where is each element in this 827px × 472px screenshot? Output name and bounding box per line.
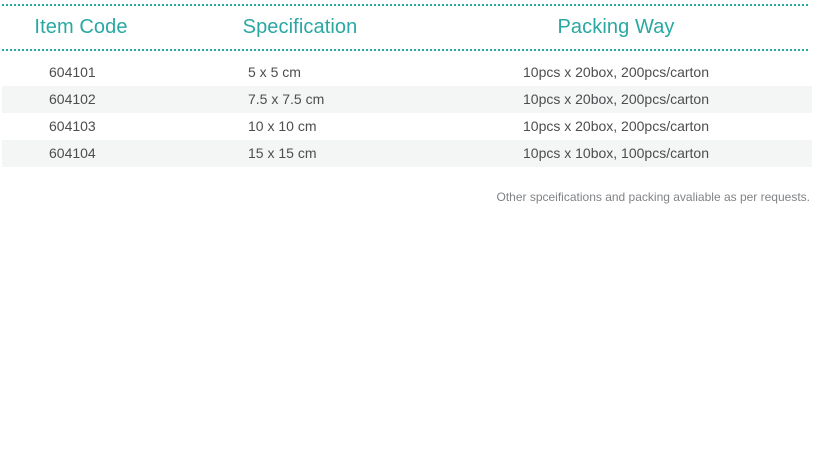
top-dotted-divider <box>2 4 810 6</box>
table-row: 604104 15 x 15 cm 10pcs x 10box, 100pcs/… <box>2 140 812 167</box>
column-header-packing-way: Packing Way <box>557 16 675 38</box>
table-body: 604101 5 x 5 cm 10pcs x 20box, 200pcs/ca… <box>2 59 812 167</box>
packing-way-cell: 10pcs x 20box, 200pcs/carton <box>523 118 710 134</box>
column-header-item-code: Item Code <box>34 16 128 38</box>
table-row: 604103 10 x 10 cm 10pcs x 20box, 200pcs/… <box>2 113 812 140</box>
footnote: Other spceifications and packing avaliab… <box>496 190 810 204</box>
specification-cell: 15 x 15 cm <box>248 145 317 161</box>
table-row: 604102 7.5 x 7.5 cm 10pcs x 20box, 200pc… <box>2 86 812 113</box>
item-code-cell: 604101 <box>49 64 96 80</box>
table-row: 604101 5 x 5 cm 10pcs x 20box, 200pcs/ca… <box>2 59 812 86</box>
specification-cell: 10 x 10 cm <box>248 118 317 134</box>
item-code-cell: 604102 <box>49 91 96 107</box>
item-code-cell: 604103 <box>49 118 96 134</box>
table-header-row: Item Code Specification Packing Way <box>2 6 812 49</box>
specification-cell: 7.5 x 7.5 cm <box>248 91 325 107</box>
header-dotted-divider <box>2 49 810 51</box>
item-code-cell: 604104 <box>49 145 96 161</box>
specification-cell: 5 x 5 cm <box>248 64 301 80</box>
packing-way-cell: 10pcs x 20box, 200pcs/carton <box>523 91 710 107</box>
packing-way-cell: 10pcs x 10box, 100pcs/carton <box>523 145 710 161</box>
column-header-specification: Specification <box>242 16 358 38</box>
packing-way-cell: 10pcs x 20box, 200pcs/carton <box>523 64 710 80</box>
